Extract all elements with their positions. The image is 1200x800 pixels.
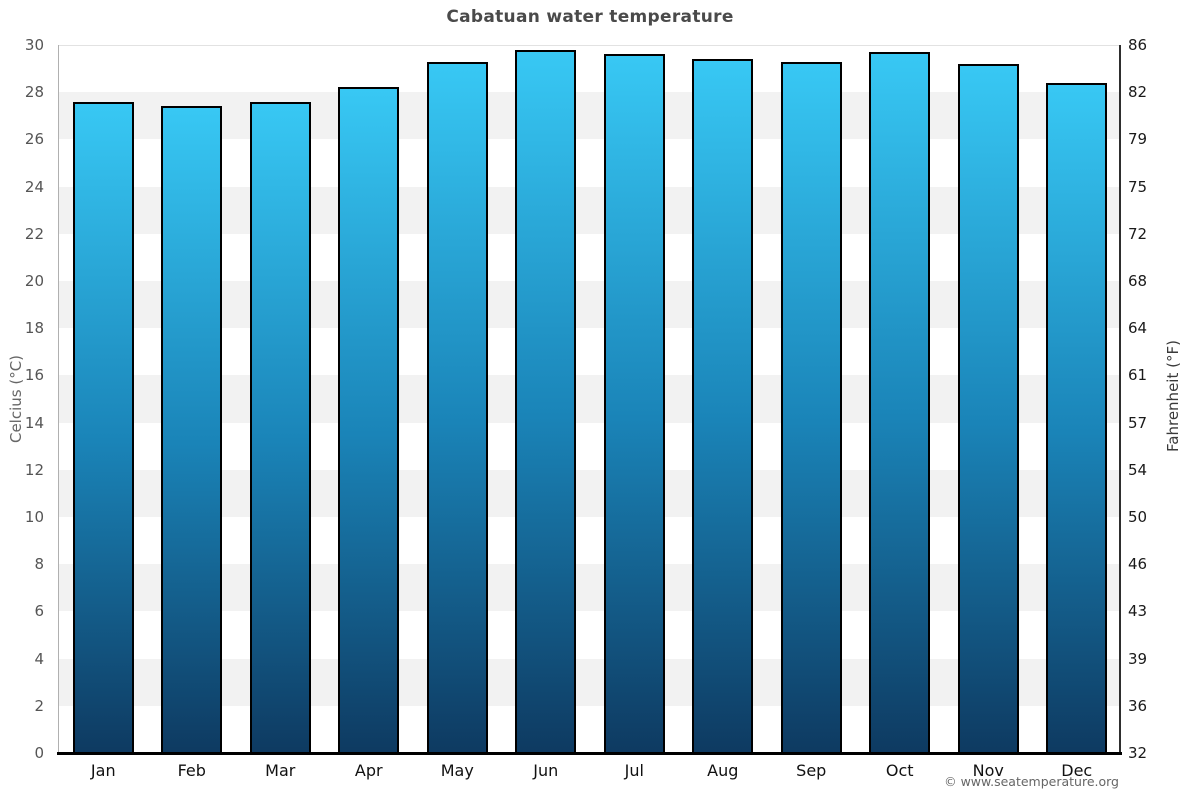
fahrenheit-tick: 43 [1128, 602, 1148, 621]
right-axis-line [1119, 45, 1121, 753]
month-tick-oct: Oct [885, 761, 914, 780]
bar-jan [72, 101, 134, 753]
fahrenheit-tick: 32 [1128, 744, 1148, 762]
bar-nov [957, 63, 1019, 753]
bar-may [426, 61, 488, 753]
grid-band [59, 658, 1121, 706]
celsius-tick: 18 [24, 319, 44, 338]
celsius-tick: 22 [24, 224, 44, 243]
month-tick-jun: Jun [533, 761, 559, 780]
fahrenheit-tick: 68 [1128, 272, 1148, 290]
month-tick-jul: Jul [624, 761, 644, 780]
grid-band [59, 564, 1121, 612]
grid-band [59, 469, 1121, 517]
top-gridline [59, 45, 1121, 46]
month-tick-sep: Sep [796, 761, 827, 780]
month-tick-apr: Apr [354, 761, 383, 780]
celsius-tick: 4 [34, 649, 44, 668]
celsius-tick: 30 [24, 36, 44, 54]
bar-aug [692, 59, 754, 753]
celsius-tick: 20 [24, 272, 44, 290]
fahrenheit-tick: 64 [1128, 319, 1148, 338]
bar-mar [249, 101, 311, 753]
chart-title: Cabatuan water temperature [446, 7, 734, 27]
fahrenheit-tick: 75 [1128, 177, 1148, 196]
fahrenheit-tick: 61 [1128, 366, 1148, 385]
fahrenheit-tick: 39 [1128, 649, 1148, 668]
celsius-tick: 28 [24, 83, 44, 102]
celsius-tick: 12 [24, 460, 44, 479]
bar-dec [1046, 82, 1108, 753]
grid-band [59, 375, 1121, 423]
grid-band [59, 186, 1121, 234]
fahrenheit-tick: 36 [1128, 696, 1148, 715]
fahrenheit-tick: 46 [1128, 555, 1148, 574]
bar-feb [161, 106, 223, 753]
bar-jun [515, 49, 577, 753]
celsius-tick: 0 [34, 744, 44, 762]
month-tick-mar: Mar [265, 761, 296, 780]
bar-sep [780, 61, 842, 753]
fahrenheit-tick: 50 [1128, 508, 1148, 526]
month-tick-may: May [440, 761, 474, 780]
celsius-tick: 16 [24, 366, 44, 385]
fahrenheit-tick: 82 [1128, 83, 1148, 102]
celsius-tick: 6 [34, 602, 44, 621]
fahrenheit-tick: 86 [1128, 36, 1148, 54]
y-axis-label-fahrenheit: Fahrenheit (°F) [1164, 340, 1182, 452]
left-axis-line [58, 45, 59, 753]
plot-area [59, 45, 1121, 753]
month-tick-aug: Aug [707, 761, 739, 780]
copyright-watermark: © www.seatemperature.org [944, 774, 1119, 789]
celsius-tick: 24 [24, 177, 44, 196]
celsius-tick: 26 [24, 130, 44, 149]
grid-band [59, 281, 1121, 329]
celsius-tick: 2 [34, 696, 44, 715]
x-axis-baseline [57, 752, 1122, 755]
month-tick-nov: Nov [972, 761, 1004, 780]
bar-oct [869, 52, 931, 753]
month-tick-dec: Dec [1061, 761, 1093, 780]
month-tick-feb: Feb [177, 761, 206, 780]
celsius-tick: 8 [34, 555, 44, 574]
grid-band [59, 92, 1121, 140]
fahrenheit-tick: 72 [1128, 224, 1148, 243]
fahrenheit-tick: 57 [1128, 413, 1148, 432]
bar-apr [338, 87, 400, 753]
bar-jul [603, 54, 665, 753]
month-tick-jan: Jan [90, 761, 116, 780]
fahrenheit-tick: 54 [1128, 460, 1148, 479]
celsius-tick: 14 [24, 413, 44, 432]
fahrenheit-tick: 79 [1128, 130, 1148, 149]
celsius-tick: 10 [24, 508, 44, 526]
